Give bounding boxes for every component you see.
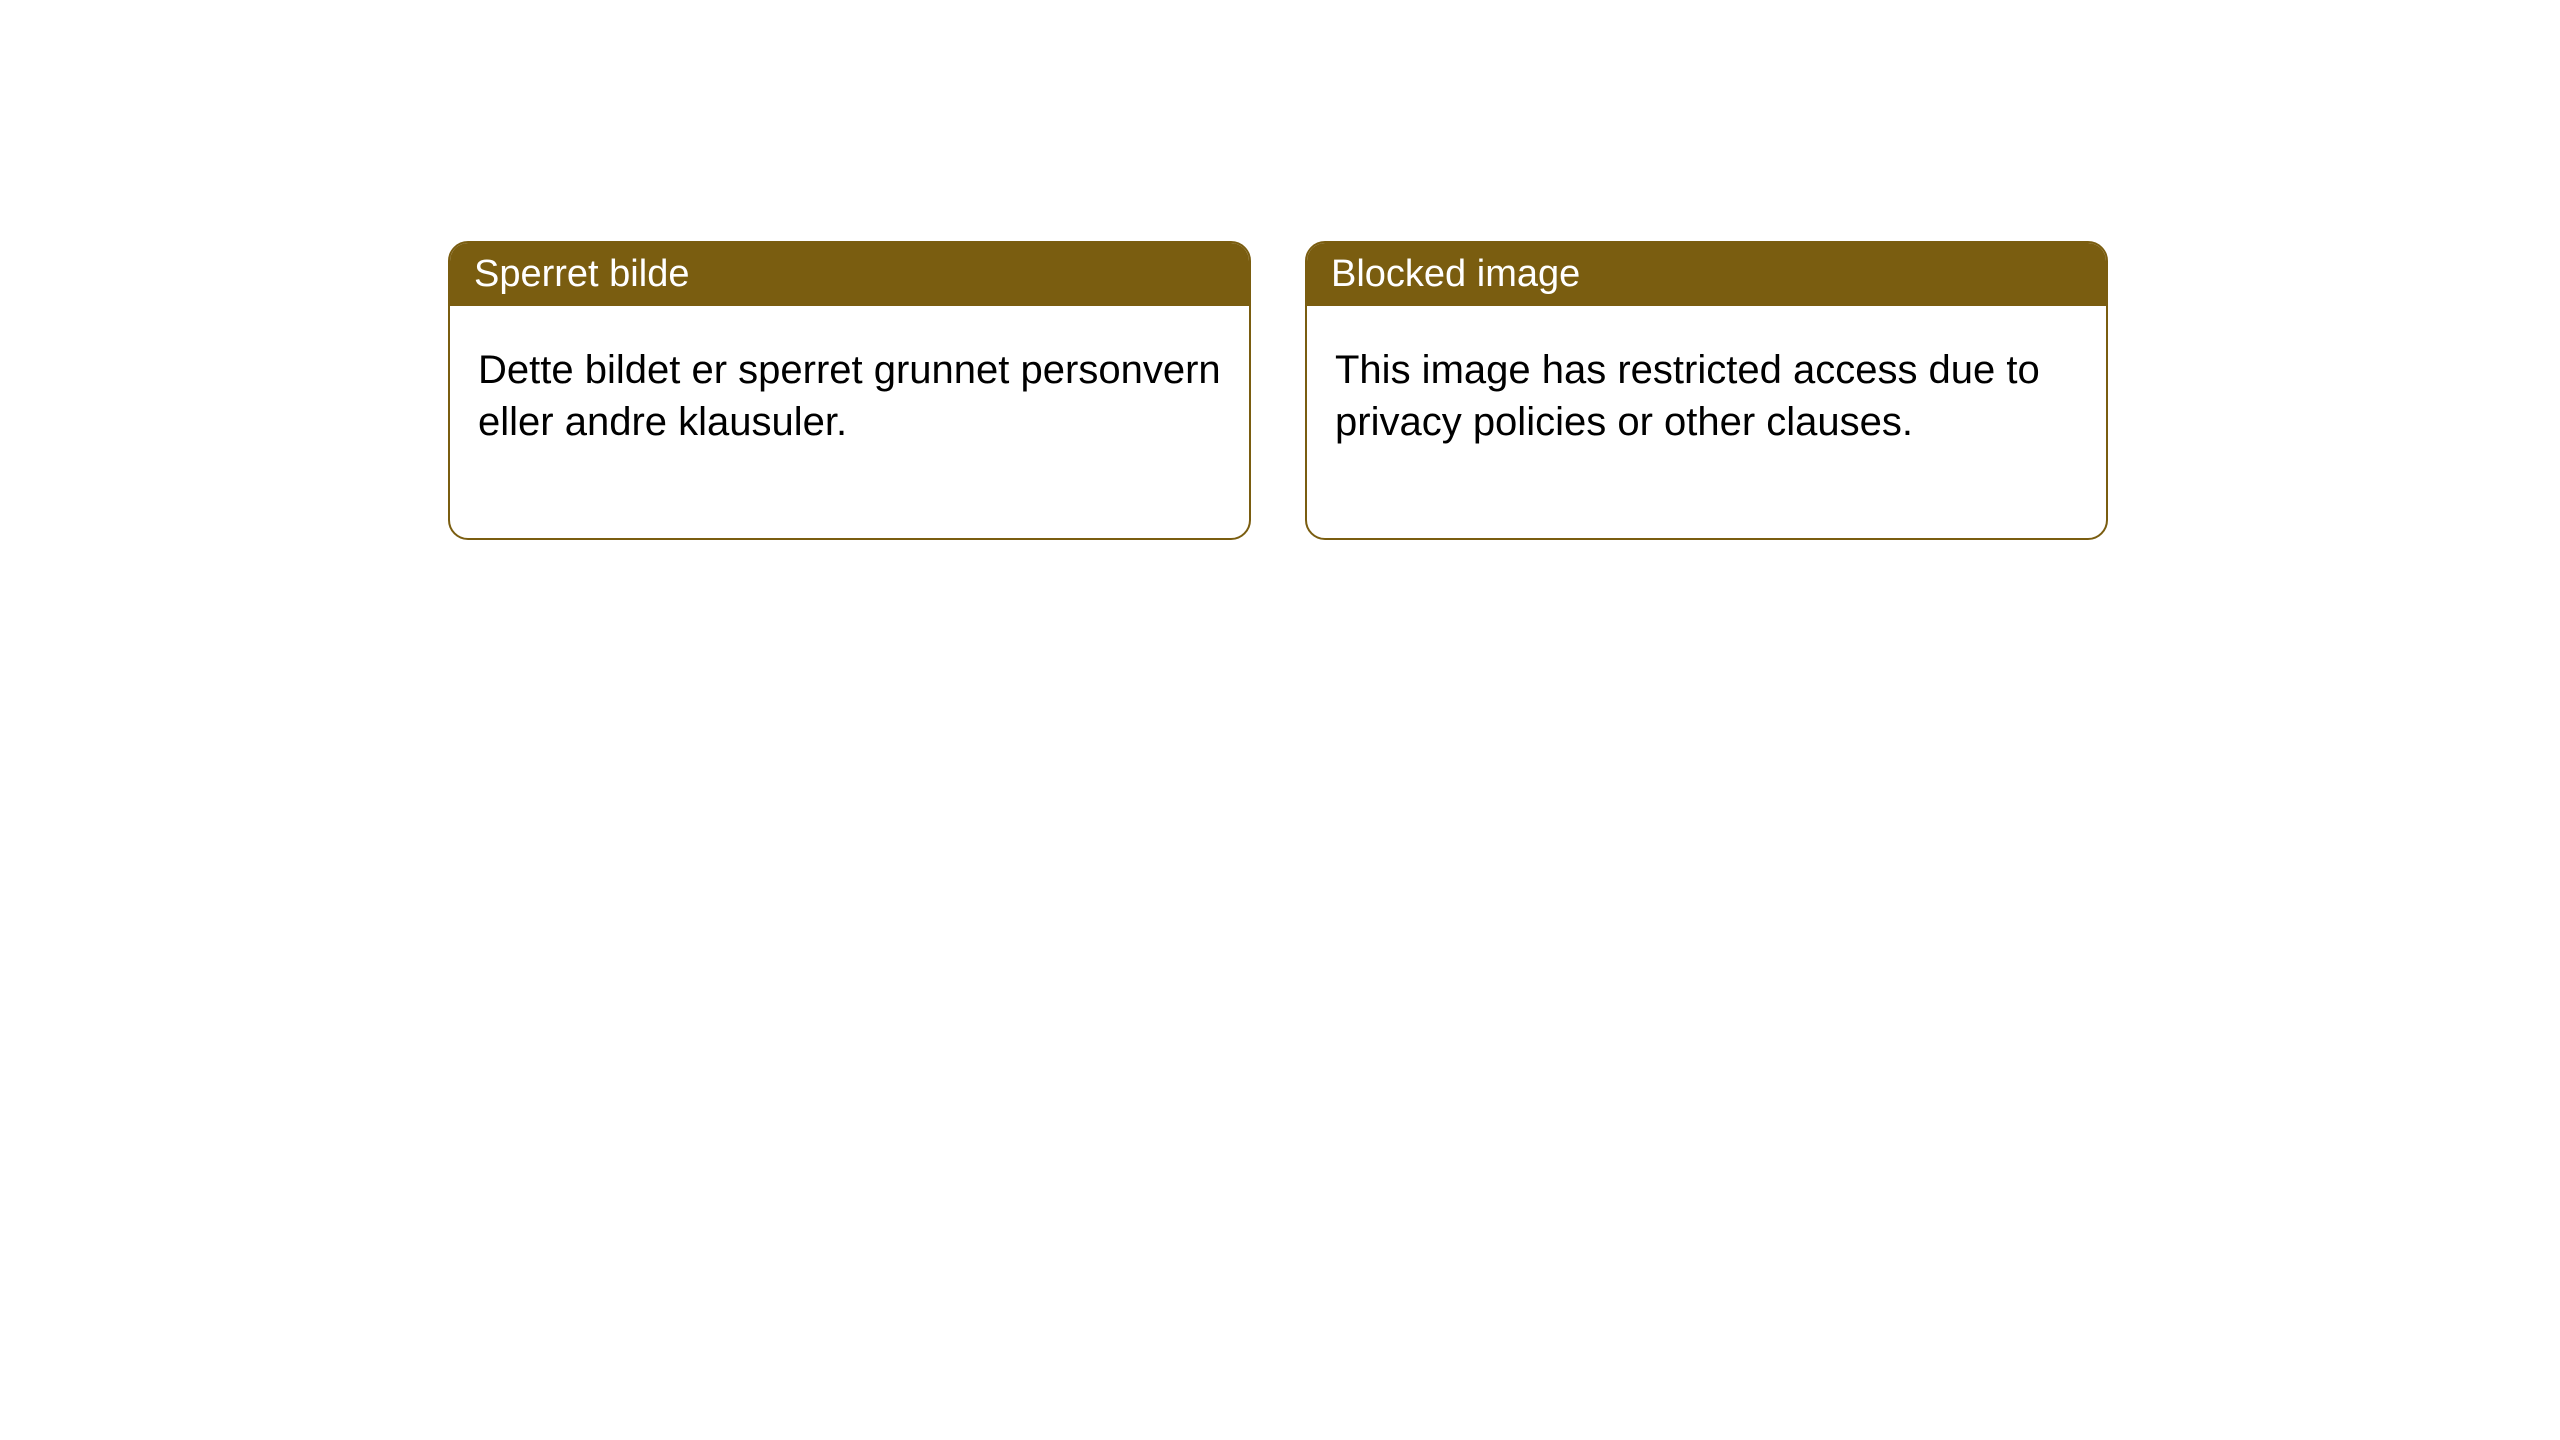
notice-header-english: Blocked image <box>1307 243 2106 306</box>
notice-text-english: This image has restricted access due to … <box>1335 348 2040 444</box>
notice-card-norwegian: Sperret bilde Dette bildet er sperret gr… <box>448 241 1251 540</box>
notice-card-english: Blocked image This image has restricted … <box>1305 241 2108 540</box>
notice-container: Sperret bilde Dette bildet er sperret gr… <box>448 241 2108 540</box>
notice-title-english: Blocked image <box>1331 253 1580 295</box>
notice-body-english: This image has restricted access due to … <box>1307 306 2106 538</box>
notice-title-norwegian: Sperret bilde <box>474 253 689 295</box>
notice-body-norwegian: Dette bildet er sperret grunnet personve… <box>450 306 1249 538</box>
notice-text-norwegian: Dette bildet er sperret grunnet personve… <box>478 348 1221 444</box>
notice-header-norwegian: Sperret bilde <box>450 243 1249 306</box>
